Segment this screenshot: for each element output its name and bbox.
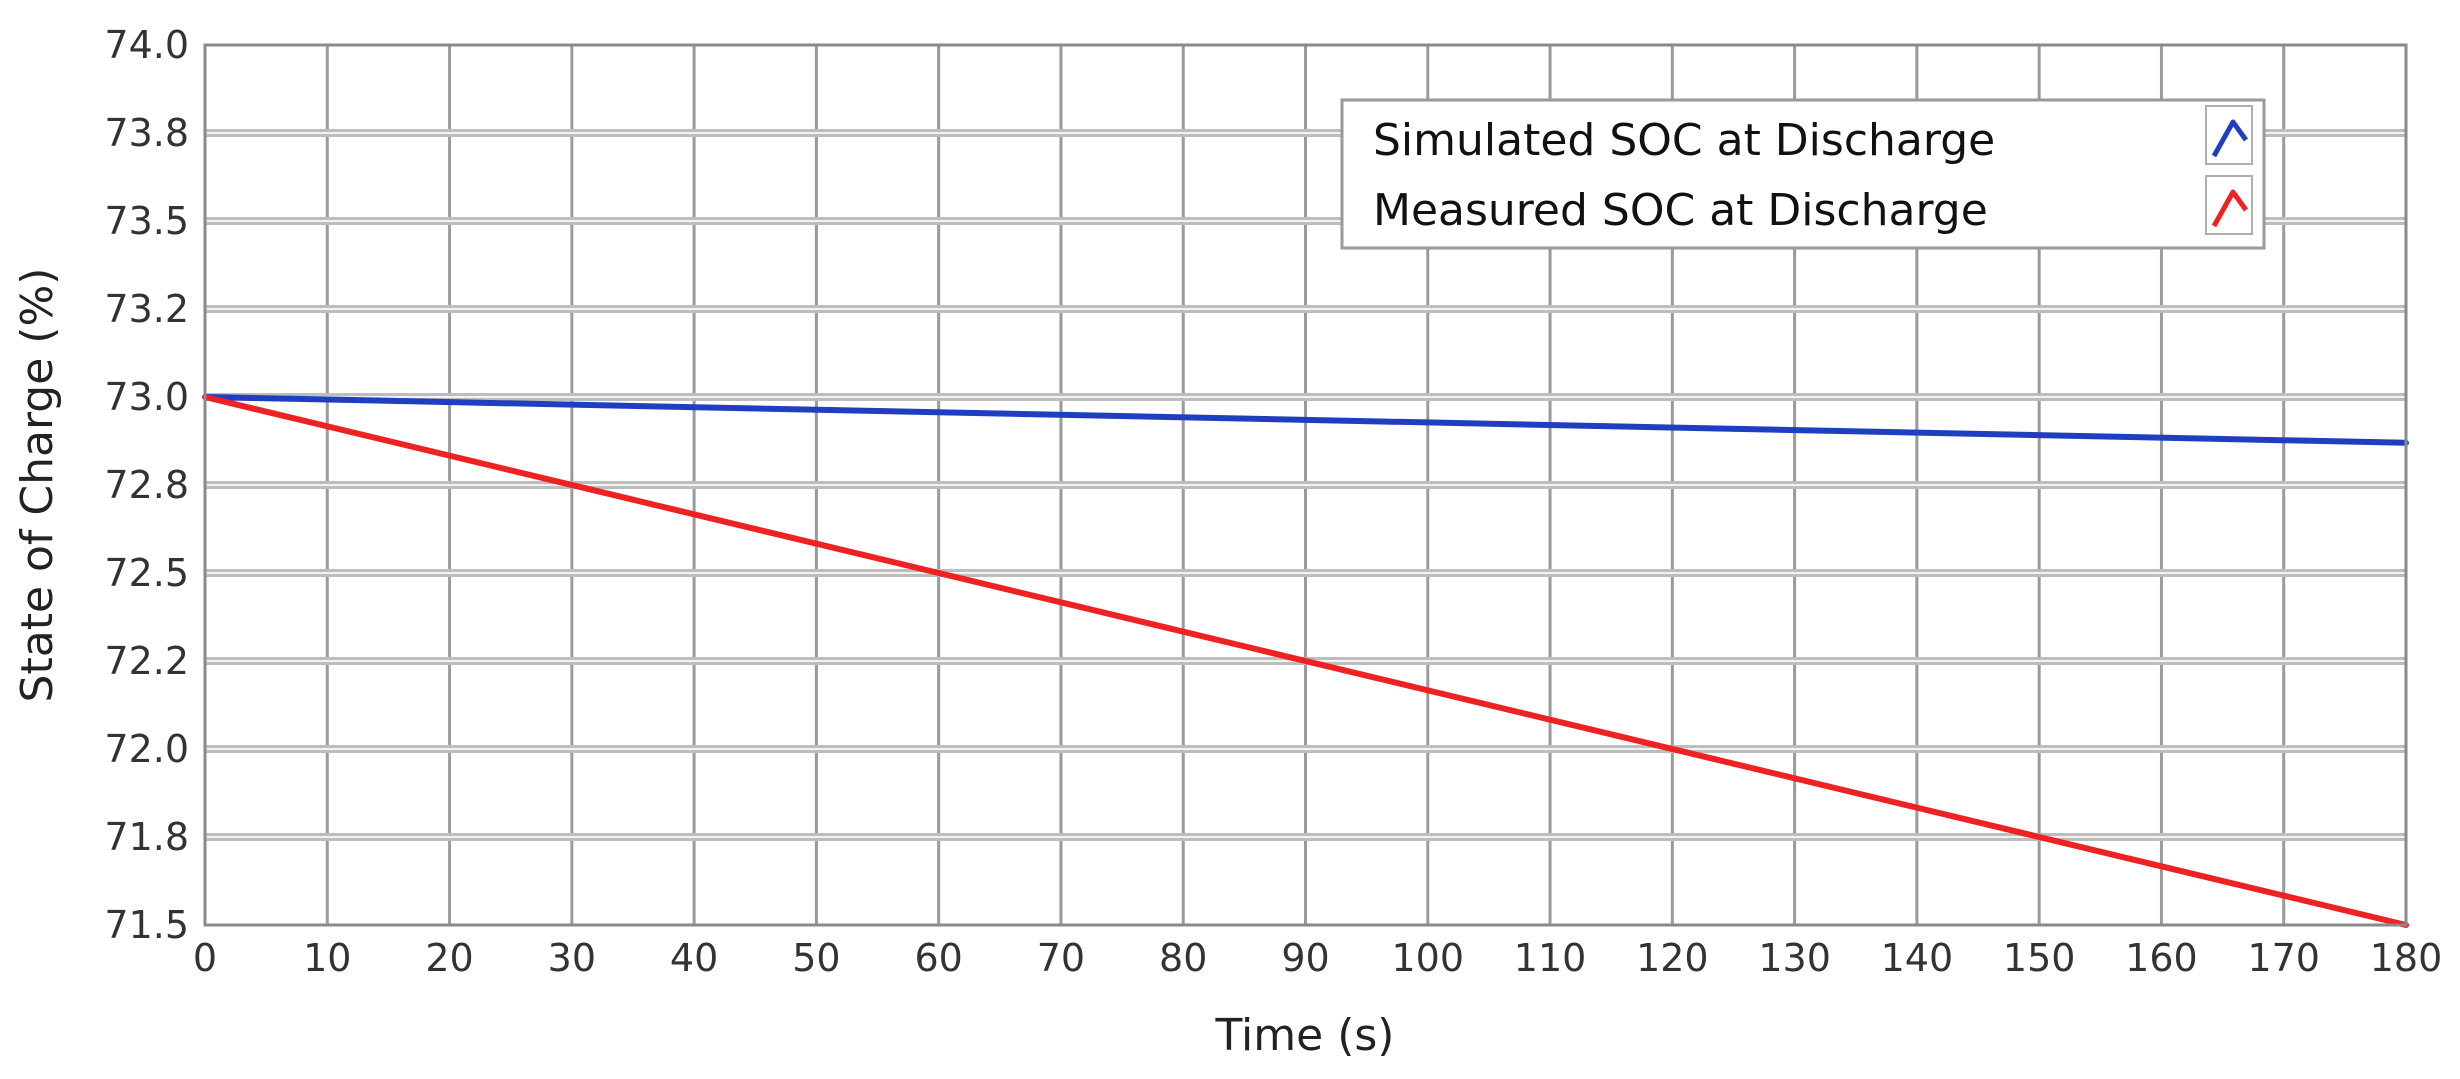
legend: Simulated SOC at Discharge Measured SOC … <box>1340 98 2266 250</box>
x-tick-label: 70 <box>1037 936 1085 980</box>
series-line-measured <box>202 394 2409 928</box>
y-tick-label: 72.0 <box>104 727 189 771</box>
y-axis-title: State of Charge (%) <box>12 268 63 703</box>
y-tick-label: 73.0 <box>104 375 189 419</box>
legend-box <box>1340 98 2266 250</box>
x-tick-label: 120 <box>1636 936 1709 980</box>
legend-swatch-measured <box>2211 189 2249 228</box>
x-tick-label: 30 <box>548 936 596 980</box>
x-tick-label: 10 <box>303 936 351 980</box>
x-tick-label: 80 <box>1159 936 1207 980</box>
x-tick-labels: 0 10 20 30 40 50 60 70 80 90 100 110 120 130 140 150 160… <box>193 936 2442 980</box>
legend-label-measured: Measured SOC at Discharge <box>1373 185 1988 236</box>
y-tick-label: 73.2 <box>104 287 189 331</box>
x-tick-label: 20 <box>425 936 473 980</box>
y-tick-label: 73.8 <box>104 111 189 155</box>
series-layer <box>202 394 2409 928</box>
series-line-simulated <box>202 394 2409 446</box>
legend-swatch-simulated <box>2211 119 2249 158</box>
x-tick-label: 60 <box>914 936 962 980</box>
y-tick-label: 71.5 <box>104 903 189 947</box>
x-axis-title: Time (s) <box>1215 1010 1395 1061</box>
x-tick-label: 160 <box>2125 936 2198 980</box>
x-tick-label: 150 <box>2003 936 2076 980</box>
x-tick-label: 0 <box>193 936 217 980</box>
x-tick-label: 170 <box>2247 936 2320 980</box>
y-tick-label: 72.5 <box>104 551 189 595</box>
x-tick-label: 90 <box>1281 936 1329 980</box>
x-tick-label: 50 <box>792 936 840 980</box>
legend-label-simulated: Simulated SOC at Discharge <box>1373 115 1995 166</box>
x-tick-label: 180 <box>2370 936 2443 980</box>
y-tick-label: 72.8 <box>104 463 189 507</box>
x-tick-label: 140 <box>1881 936 1954 980</box>
x-tick-label: 100 <box>1392 936 1465 980</box>
y-tick-label: 71.8 <box>104 815 189 859</box>
x-tick-label: 40 <box>670 936 718 980</box>
y-tick-label: 73.5 <box>104 199 189 243</box>
y-tick-label: 74.0 <box>104 23 189 67</box>
y-tick-label: 72.2 <box>104 639 189 683</box>
y-tick-labels: 71.5 71.8 72.0 72.2 72.5 72.8 73.0 73.2 73.5 73.8… <box>104 23 189 947</box>
plot-frame <box>203 43 2408 927</box>
x-tick-label: 130 <box>1758 936 1831 980</box>
x-tick-label: 110 <box>1514 936 1587 980</box>
